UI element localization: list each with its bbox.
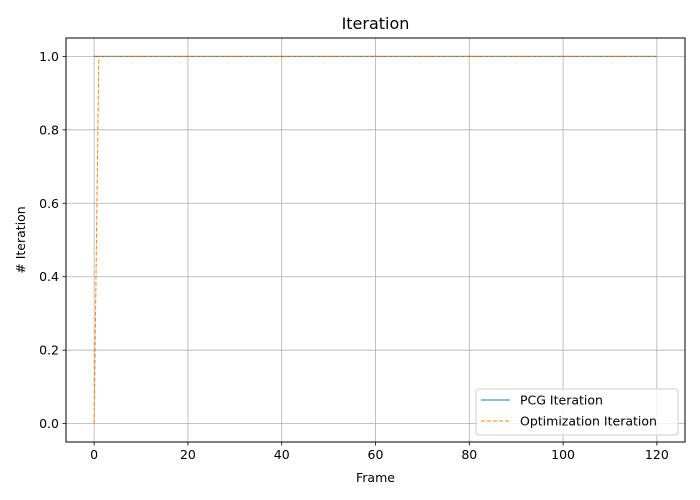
legend-label: PCG Iteration bbox=[520, 393, 603, 408]
y-tick-label: 0.8 bbox=[39, 122, 59, 137]
y-tick-label: 0.0 bbox=[39, 416, 59, 431]
x-axis-label: Frame bbox=[356, 470, 395, 485]
x-tick-label: 0 bbox=[90, 447, 98, 462]
x-tick-label: 40 bbox=[274, 447, 290, 462]
legend-box bbox=[475, 388, 679, 436]
y-tick-label: 0.2 bbox=[39, 343, 59, 358]
x-tick-label: 120 bbox=[645, 447, 669, 462]
x-tick-label: 60 bbox=[368, 447, 384, 462]
y-tick-label: 0.4 bbox=[39, 269, 59, 284]
series-layer bbox=[93, 55, 657, 424]
legend: PCG Iteration Optimization Iteration bbox=[475, 388, 679, 436]
legend-label: Optimization Iteration bbox=[520, 414, 657, 429]
grid bbox=[66, 38, 685, 442]
axis-ticks: 0 20 40 60 80 100 120 0.0 0.2 0.4 0.6 0.8 1.0 bbox=[39, 49, 669, 462]
y-axis-label: # Iteration bbox=[13, 206, 28, 273]
y-tick-label: 0.6 bbox=[39, 196, 59, 211]
x-tick-label: 80 bbox=[461, 447, 477, 462]
x-tick-label: 20 bbox=[180, 447, 196, 462]
series-line-2 bbox=[93, 55, 657, 424]
x-tick-label: 100 bbox=[551, 447, 575, 462]
chart-title: Iteration bbox=[342, 14, 410, 33]
y-tick-label: 1.0 bbox=[39, 49, 59, 64]
